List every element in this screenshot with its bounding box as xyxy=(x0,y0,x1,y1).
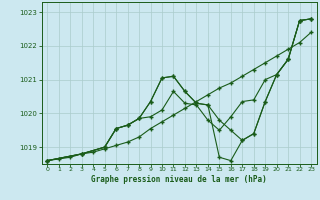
X-axis label: Graphe pression niveau de la mer (hPa): Graphe pression niveau de la mer (hPa) xyxy=(91,175,267,184)
